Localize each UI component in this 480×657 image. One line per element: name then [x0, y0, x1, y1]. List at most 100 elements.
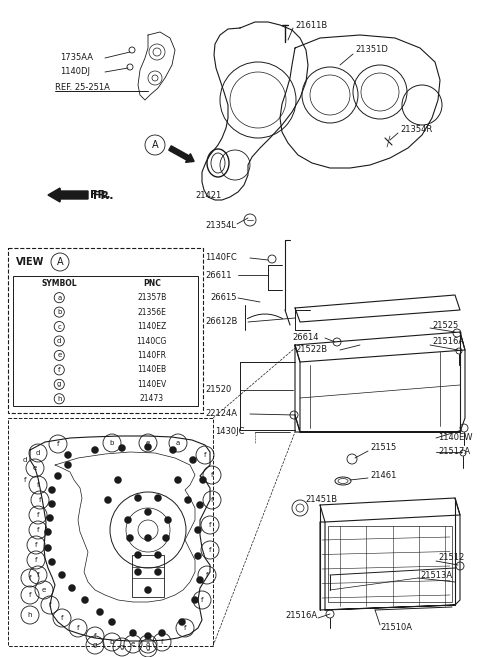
Text: SYMBOL: SYMBOL — [41, 279, 77, 288]
Circle shape — [144, 509, 152, 516]
Circle shape — [127, 535, 133, 541]
Circle shape — [48, 501, 56, 507]
Text: 1735AA: 1735AA — [60, 53, 93, 62]
Bar — [8, 418, 213, 646]
Circle shape — [64, 461, 72, 468]
Text: 21516A: 21516A — [432, 338, 464, 346]
Text: 21520: 21520 — [205, 386, 231, 394]
Circle shape — [55, 472, 61, 480]
Text: f: f — [204, 452, 206, 458]
Circle shape — [64, 451, 72, 459]
Text: f: f — [184, 625, 186, 631]
Text: f: f — [161, 639, 163, 645]
Text: e: e — [131, 641, 135, 647]
Text: 21351D: 21351D — [355, 45, 388, 55]
Text: f: f — [77, 625, 79, 631]
Text: 1140EV: 1140EV — [137, 380, 167, 389]
Circle shape — [45, 528, 51, 535]
Text: 26615: 26615 — [210, 294, 237, 302]
Circle shape — [48, 486, 56, 493]
Text: f: f — [209, 522, 211, 528]
Text: d: d — [23, 457, 27, 463]
Text: FR.: FR. — [90, 190, 110, 200]
Text: f: f — [211, 472, 213, 478]
Text: 1140EW: 1140EW — [438, 434, 472, 443]
Circle shape — [108, 618, 116, 625]
Text: b: b — [57, 309, 61, 315]
Bar — [13, 276, 198, 406]
Text: 26614: 26614 — [292, 334, 319, 342]
Text: f: f — [94, 633, 96, 639]
Text: a: a — [146, 641, 150, 647]
Text: f: f — [49, 602, 51, 608]
Text: f: f — [39, 497, 41, 503]
Text: 21354L: 21354L — [205, 221, 236, 229]
Circle shape — [144, 535, 152, 541]
Circle shape — [144, 633, 152, 639]
Text: c: c — [57, 323, 61, 330]
Text: 26611: 26611 — [205, 271, 231, 279]
Circle shape — [134, 495, 142, 501]
Text: b: b — [110, 639, 114, 645]
Circle shape — [200, 476, 206, 484]
Circle shape — [105, 497, 111, 503]
Text: f: f — [211, 497, 213, 503]
Circle shape — [130, 629, 136, 637]
Circle shape — [115, 476, 121, 484]
Text: f: f — [37, 572, 39, 578]
Text: 1140FR: 1140FR — [137, 351, 166, 360]
Text: 21473: 21473 — [140, 394, 164, 403]
Circle shape — [184, 497, 192, 503]
Text: 26612B: 26612B — [205, 317, 238, 327]
Circle shape — [155, 495, 161, 501]
Text: PNC: PNC — [143, 279, 161, 288]
Circle shape — [194, 553, 202, 560]
Text: f: f — [29, 592, 31, 598]
Circle shape — [196, 501, 204, 509]
Circle shape — [69, 585, 75, 591]
Text: f: f — [201, 597, 203, 603]
Text: A: A — [57, 257, 63, 267]
Text: A: A — [152, 140, 158, 150]
Circle shape — [155, 551, 161, 558]
Text: REF. 25-251A: REF. 25-251A — [55, 83, 110, 93]
Text: a: a — [57, 295, 61, 301]
Text: 21516A: 21516A — [285, 610, 317, 620]
Circle shape — [96, 608, 104, 616]
Text: 21515: 21515 — [370, 443, 396, 453]
Text: h: h — [57, 396, 61, 402]
Text: 21357B: 21357B — [137, 293, 167, 302]
Text: e: e — [33, 465, 37, 471]
Text: e: e — [146, 440, 150, 446]
Text: 21525: 21525 — [432, 321, 458, 330]
Text: e: e — [42, 587, 46, 593]
Text: 1430JC: 1430JC — [215, 428, 244, 436]
Circle shape — [163, 535, 169, 541]
Text: VIEW: VIEW — [16, 257, 44, 267]
Text: 21461: 21461 — [370, 470, 396, 480]
Text: 21522B: 21522B — [295, 346, 327, 355]
Text: 21356E: 21356E — [137, 307, 166, 317]
Circle shape — [175, 476, 181, 484]
Circle shape — [119, 445, 125, 451]
Bar — [328, 526, 452, 602]
Text: f: f — [37, 482, 39, 488]
Text: 21517A: 21517A — [438, 447, 470, 457]
Text: 22124A: 22124A — [205, 409, 237, 419]
Circle shape — [144, 443, 152, 451]
Text: 21611B: 21611B — [295, 20, 327, 30]
Text: 21421: 21421 — [195, 191, 221, 200]
Text: g: g — [57, 381, 61, 388]
Text: d: d — [36, 450, 40, 456]
Text: b: b — [110, 440, 114, 446]
Circle shape — [165, 516, 171, 524]
Circle shape — [82, 597, 88, 604]
Text: 1140EZ: 1140EZ — [137, 322, 167, 331]
Text: 21354R: 21354R — [400, 125, 432, 135]
Text: f: f — [29, 575, 31, 581]
Text: f: f — [61, 615, 63, 621]
Text: 1140DJ: 1140DJ — [60, 68, 90, 76]
Circle shape — [134, 568, 142, 576]
Text: 1140EB: 1140EB — [137, 365, 166, 374]
Text: f: f — [58, 367, 60, 373]
